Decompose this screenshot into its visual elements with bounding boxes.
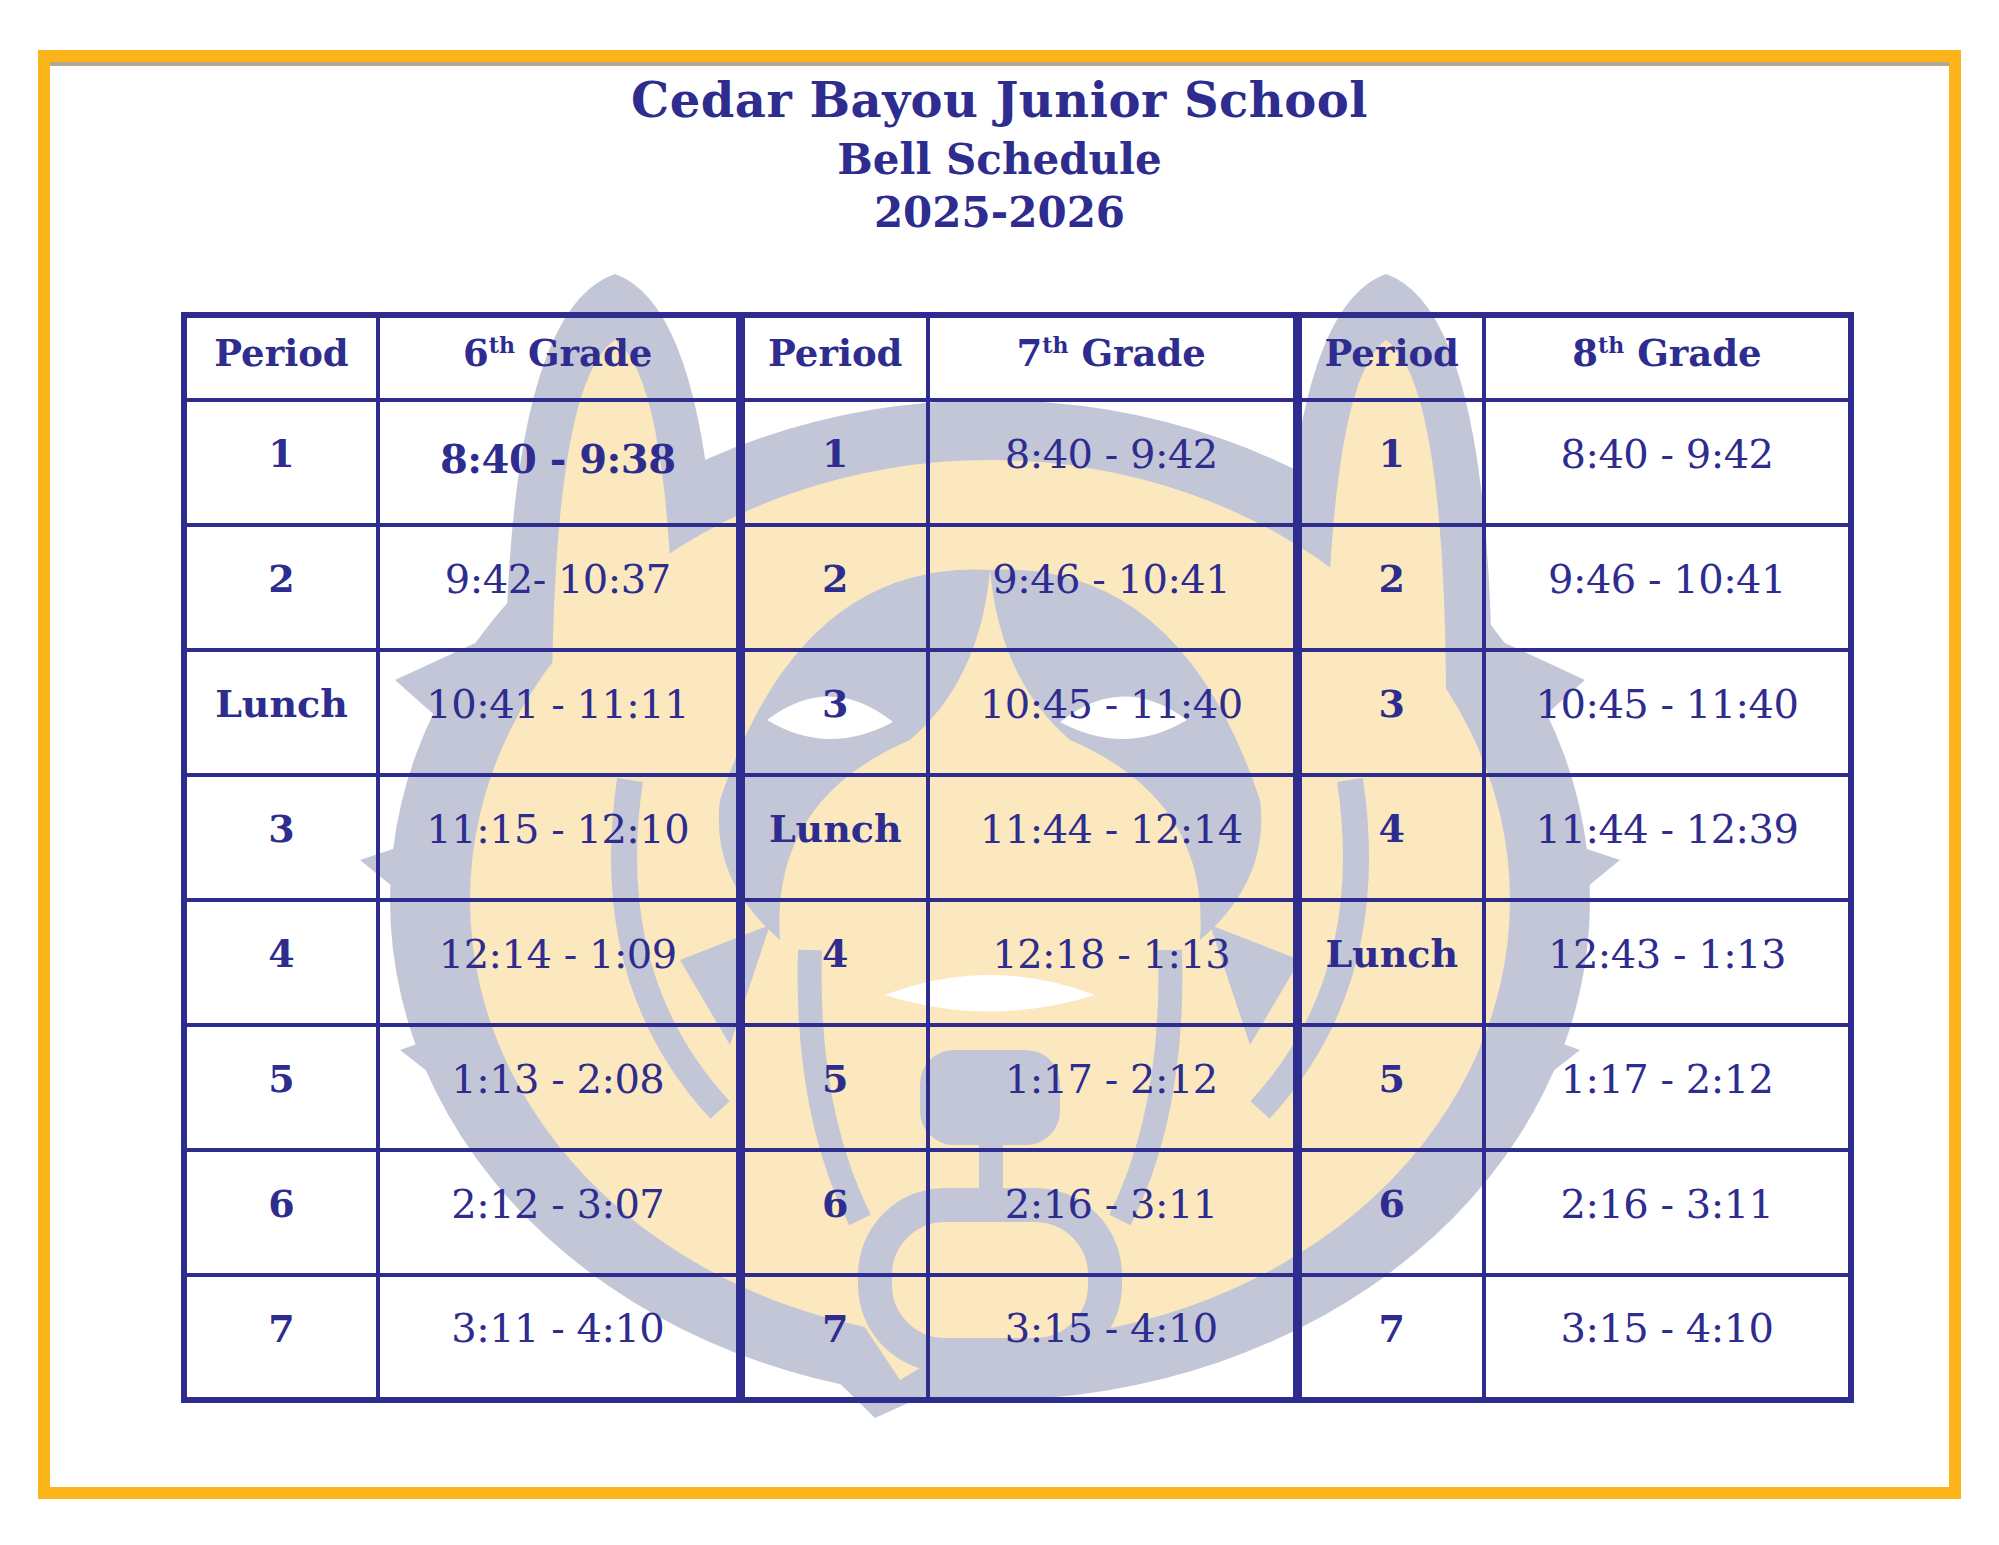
time-cell: 10:45 - 11:40 bbox=[1484, 650, 1851, 775]
period-cell: 6 bbox=[1297, 1150, 1484, 1275]
period-cell: 4 bbox=[1297, 775, 1484, 900]
period-cell: 6 bbox=[740, 1150, 928, 1275]
table-row: 6 2:12 - 3:07 6 2:16 - 3:11 6 2:16 - 3:1… bbox=[184, 1150, 1851, 1275]
time-cell: 9:46 - 10:41 bbox=[1484, 525, 1851, 650]
period-cell: 6 bbox=[184, 1150, 378, 1275]
column-header-period: Period bbox=[184, 315, 378, 400]
period-cell: Lunch bbox=[1297, 900, 1484, 1025]
column-header-grade-7: 7th Grade bbox=[928, 315, 1297, 400]
time-cell: 1:13 - 2:08 bbox=[378, 1025, 740, 1150]
table-row: 5 1:13 - 2:08 5 1:17 - 2:12 5 1:17 - 2:1… bbox=[184, 1025, 1851, 1150]
period-cell: 4 bbox=[740, 900, 928, 1025]
period-cell: 2 bbox=[184, 525, 378, 650]
column-header-grade-8: 8th Grade bbox=[1484, 315, 1851, 400]
period-cell: 7 bbox=[1297, 1275, 1484, 1400]
time-cell: 11:15 - 12:10 bbox=[378, 775, 740, 900]
time-cell: 8:40 - 9:42 bbox=[1484, 400, 1851, 525]
time-cell: 3:11 - 4:10 bbox=[378, 1275, 740, 1400]
table-row: Lunch 10:41 - 11:11 3 10:45 - 11:40 3 10… bbox=[184, 650, 1851, 775]
school-year: 2025-2026 bbox=[0, 188, 1999, 238]
time-cell: 12:14 - 1:09 bbox=[378, 900, 740, 1025]
period-cell: 3 bbox=[740, 650, 928, 775]
time-cell: 3:15 - 4:10 bbox=[928, 1275, 1297, 1400]
period-cell: 1 bbox=[184, 400, 378, 525]
period-cell: 5 bbox=[1297, 1025, 1484, 1150]
period-cell: 1 bbox=[1297, 400, 1484, 525]
period-cell: 5 bbox=[740, 1025, 928, 1150]
time-cell: 1:17 - 2:12 bbox=[1484, 1025, 1851, 1150]
table-row: 4 12:14 - 1:09 4 12:18 - 1:13 Lunch 12:4… bbox=[184, 900, 1851, 1025]
time-cell: 11:44 - 12:14 bbox=[928, 775, 1297, 900]
period-cell: Lunch bbox=[184, 650, 378, 775]
column-header-grade-6: 6th Grade bbox=[378, 315, 740, 400]
time-cell: 3:15 - 4:10 bbox=[1484, 1275, 1851, 1400]
period-cell: 2 bbox=[1297, 525, 1484, 650]
table-row: 2 9:42- 10:37 2 9:46 - 10:41 2 9:46 - 10… bbox=[184, 525, 1851, 650]
time-cell: 2:12 - 3:07 bbox=[378, 1150, 740, 1275]
time-cell: 10:41 - 11:11 bbox=[378, 650, 740, 775]
page-title: Cedar Bayou Junior School bbox=[0, 72, 1999, 129]
bell-schedule-table: Period 6th Grade Period 7th Grade Period… bbox=[181, 312, 1854, 1403]
period-cell: 3 bbox=[184, 775, 378, 900]
period-cell: 4 bbox=[184, 900, 378, 1025]
time-cell: 9:46 - 10:41 bbox=[928, 525, 1297, 650]
period-cell: 1 bbox=[740, 400, 928, 525]
header-row: Period 6th Grade Period 7th Grade Period… bbox=[184, 315, 1851, 400]
time-cell: 1:17 - 2:12 bbox=[928, 1025, 1297, 1150]
period-cell: 2 bbox=[740, 525, 928, 650]
period-cell: 7 bbox=[740, 1275, 928, 1400]
bell-schedule-page: { "page": { "title": "Cedar Bayou Junior… bbox=[0, 0, 1999, 1545]
period-cell: 3 bbox=[1297, 650, 1484, 775]
title-block: Cedar Bayou Junior School Bell Schedule … bbox=[0, 72, 1999, 238]
column-header-period: Period bbox=[1297, 315, 1484, 400]
time-cell: 8:40 - 9:38 bbox=[378, 400, 740, 525]
period-cell: Lunch bbox=[740, 775, 928, 900]
time-cell: 10:45 - 11:40 bbox=[928, 650, 1297, 775]
period-cell: 7 bbox=[184, 1275, 378, 1400]
period-cell: 5 bbox=[184, 1025, 378, 1150]
time-cell: 2:16 - 3:11 bbox=[1484, 1150, 1851, 1275]
time-cell: 2:16 - 3:11 bbox=[928, 1150, 1297, 1275]
time-cell: 8:40 - 9:42 bbox=[928, 400, 1297, 525]
time-cell: 12:43 - 1:13 bbox=[1484, 900, 1851, 1025]
time-cell: 9:42- 10:37 bbox=[378, 525, 740, 650]
column-header-period: Period bbox=[740, 315, 928, 400]
page-subtitle: Bell Schedule bbox=[0, 135, 1999, 185]
table-row: 1 8:40 - 9:38 1 8:40 - 9:42 1 8:40 - 9:4… bbox=[184, 400, 1851, 525]
time-cell: 11:44 - 12:39 bbox=[1484, 775, 1851, 900]
table-row: 7 3:11 - 4:10 7 3:15 - 4:10 7 3:15 - 4:1… bbox=[184, 1275, 1851, 1400]
time-cell: 12:18 - 1:13 bbox=[928, 900, 1297, 1025]
table-row: 3 11:15 - 12:10 Lunch 11:44 - 12:14 4 11… bbox=[184, 775, 1851, 900]
